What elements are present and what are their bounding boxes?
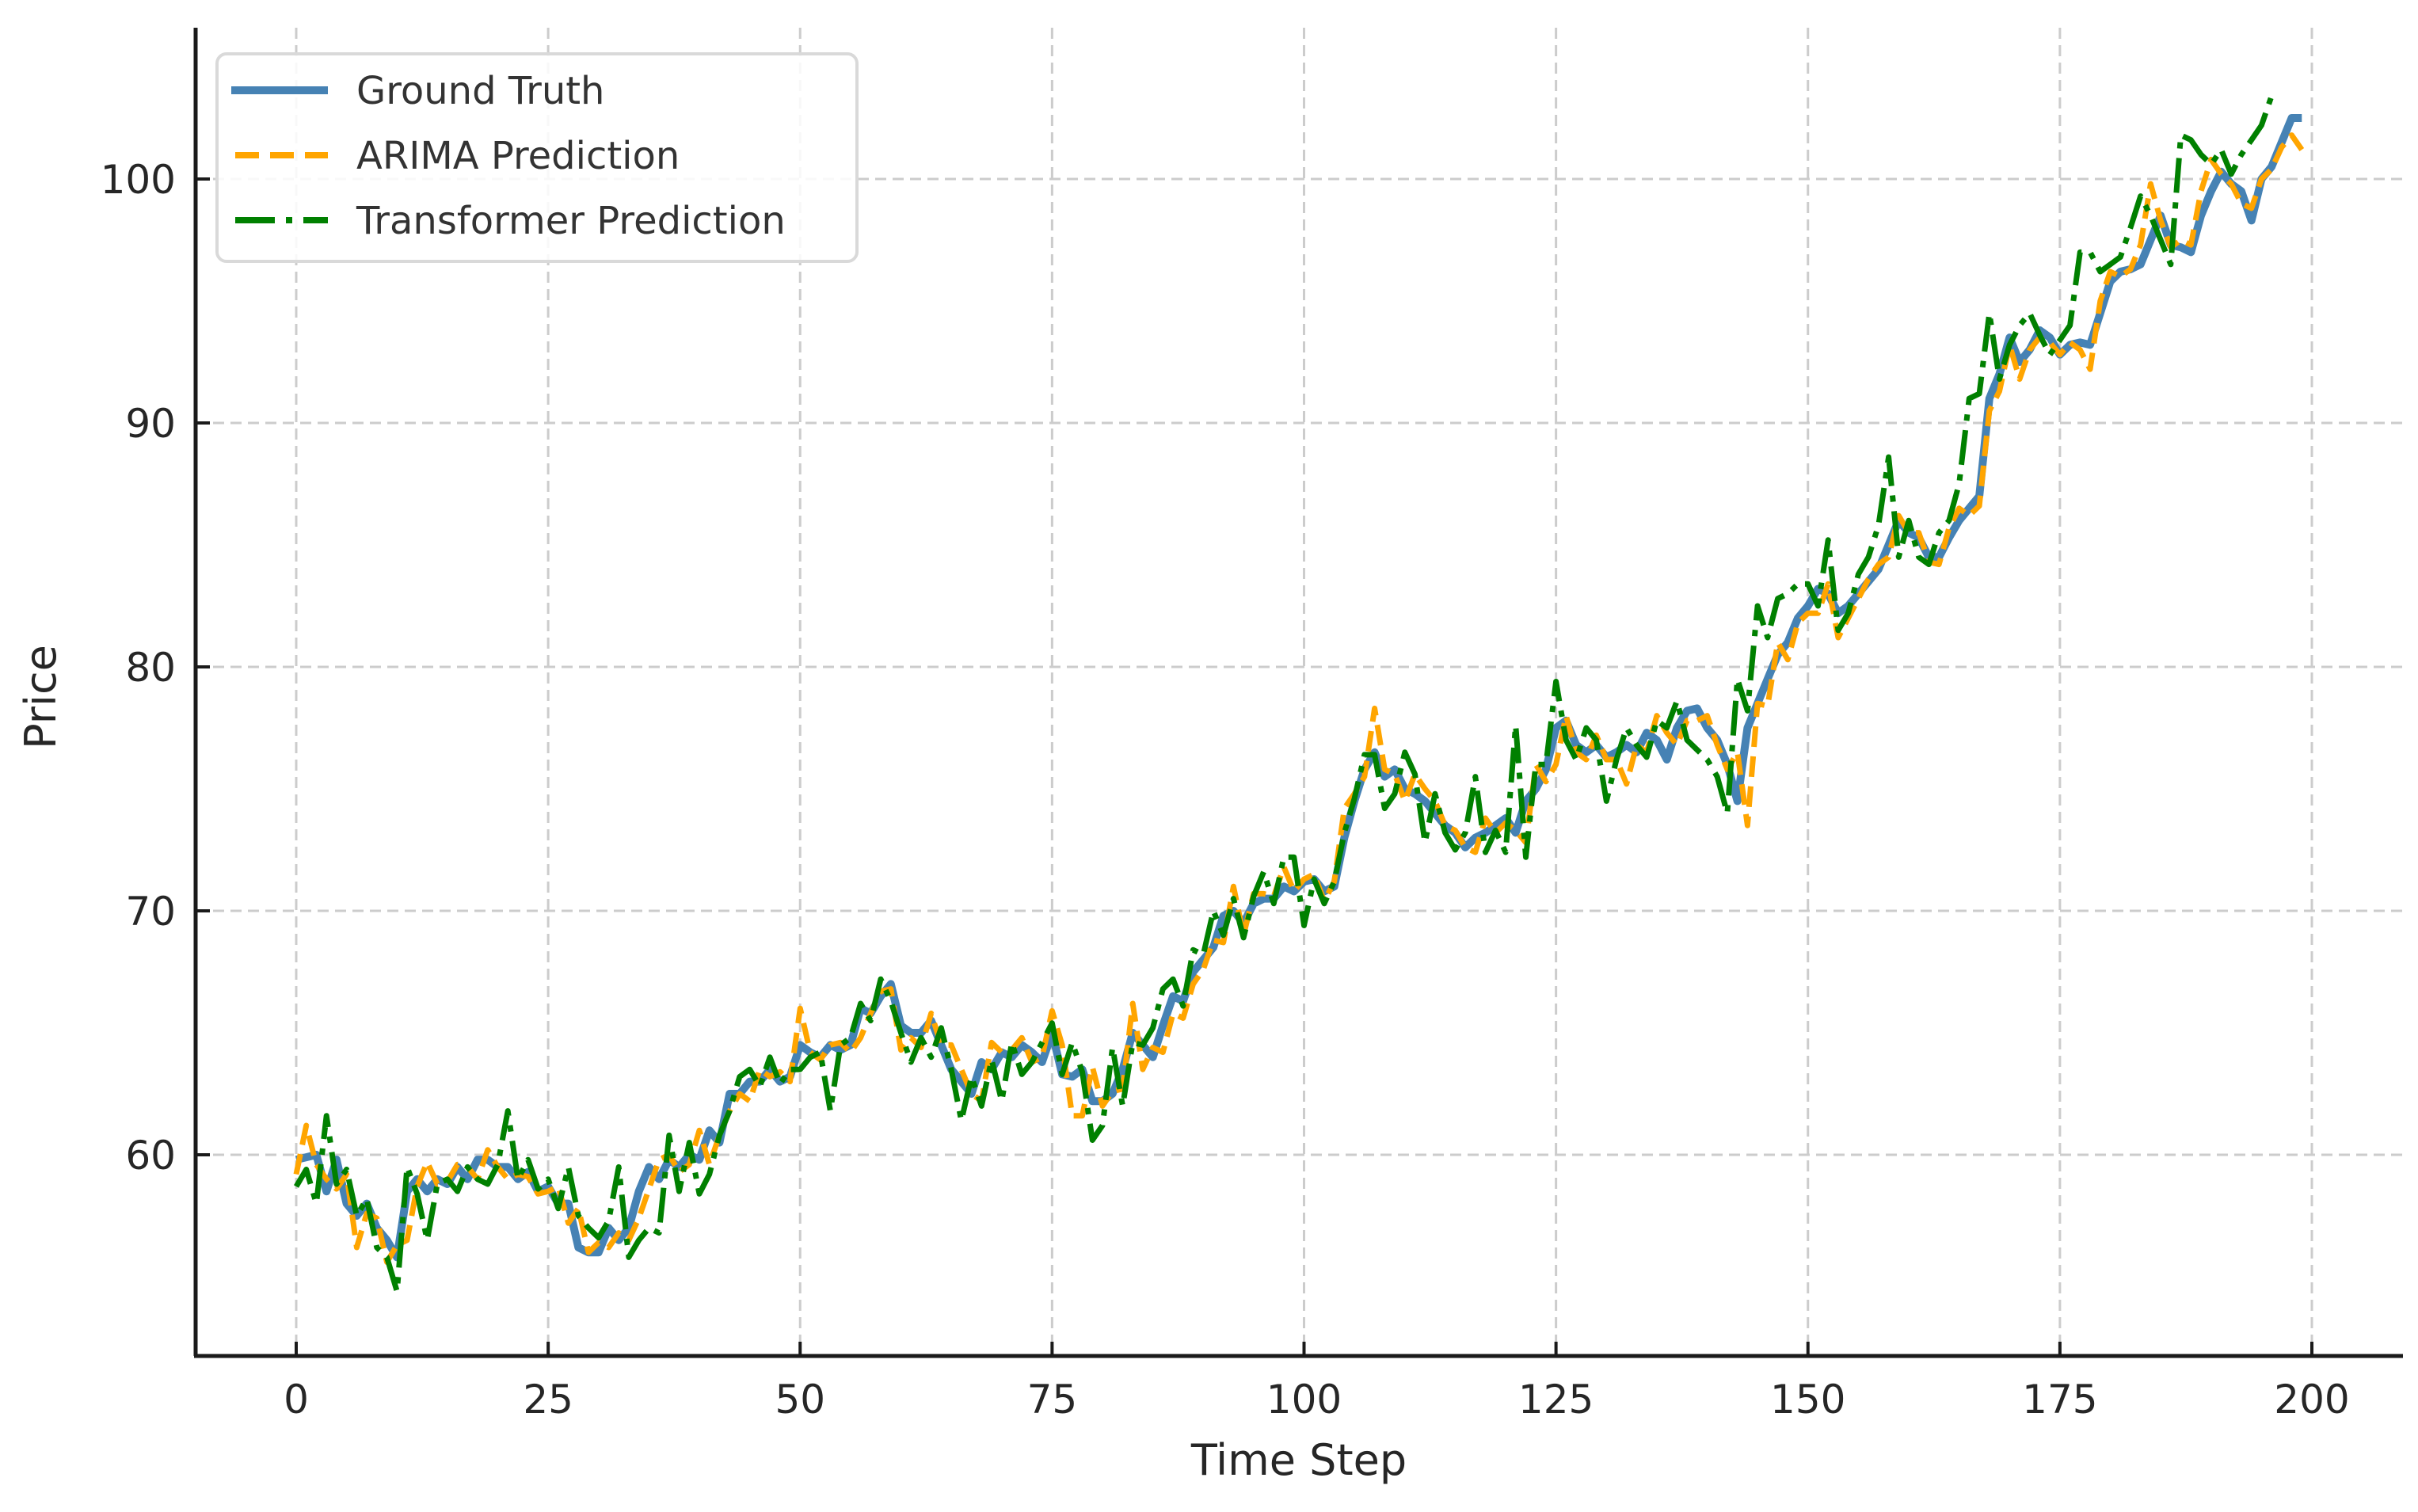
- axes: [193, 28, 2403, 1358]
- x-tick-label: 100: [1266, 1377, 1342, 1422]
- arima-prediction-line: [293, 132, 2305, 1265]
- y-axis-label: Price: [16, 645, 66, 749]
- legend-box: [215, 52, 859, 263]
- legend-label-transformer: Transformer Prediction: [356, 199, 786, 243]
- y-tick-label: 70: [125, 889, 176, 935]
- ground-truth-line: [295, 114, 2302, 1262]
- data-series: [293, 95, 2305, 1294]
- x-tick-label: 200: [2274, 1377, 2349, 1422]
- y-tick-label: 80: [125, 645, 176, 691]
- y-tick-label: 100: [101, 157, 176, 203]
- x-tick-label: 50: [775, 1377, 825, 1422]
- legend-label-ground-truth: Ground Truth: [356, 69, 604, 113]
- tick-labels: 0 25 50 75 100 125 150 175 200 60 70 80 90 100: [101, 157, 2350, 1422]
- x-tick-label: 75: [1027, 1377, 1078, 1422]
- x-tick-label: 0: [284, 1377, 309, 1422]
- x-tick-label: 150: [1770, 1377, 1845, 1422]
- x-tick-label: 125: [1518, 1377, 1594, 1422]
- x-tick-label: 175: [2022, 1377, 2097, 1422]
- x-tick-label: 25: [523, 1377, 573, 1422]
- legend-label-arima: ARIMA Prediction: [356, 134, 680, 178]
- transformer-prediction-line: [293, 95, 2275, 1294]
- y-tick-label: 60: [125, 1133, 176, 1179]
- legend: Ground Truth ARIMA Prediction Transforme…: [215, 52, 859, 263]
- x-axis-label: Time Step: [1190, 1435, 1407, 1485]
- y-tick-label: 90: [125, 401, 176, 447]
